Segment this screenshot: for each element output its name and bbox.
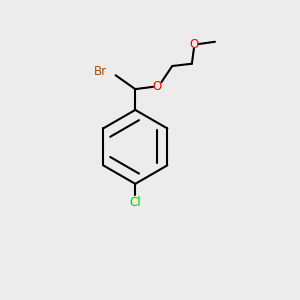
Text: Cl: Cl — [130, 196, 141, 209]
Text: O: O — [190, 38, 199, 51]
Text: O: O — [153, 80, 162, 93]
Text: Br: Br — [94, 65, 107, 78]
